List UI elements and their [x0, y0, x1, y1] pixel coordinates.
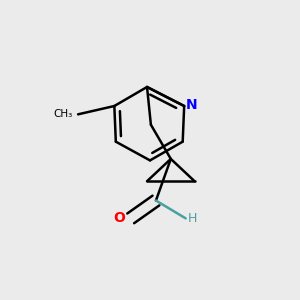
- Text: N: N: [186, 98, 197, 112]
- Text: H: H: [188, 212, 197, 225]
- Text: CH₃: CH₃: [53, 109, 72, 119]
- Text: O: O: [113, 212, 125, 225]
